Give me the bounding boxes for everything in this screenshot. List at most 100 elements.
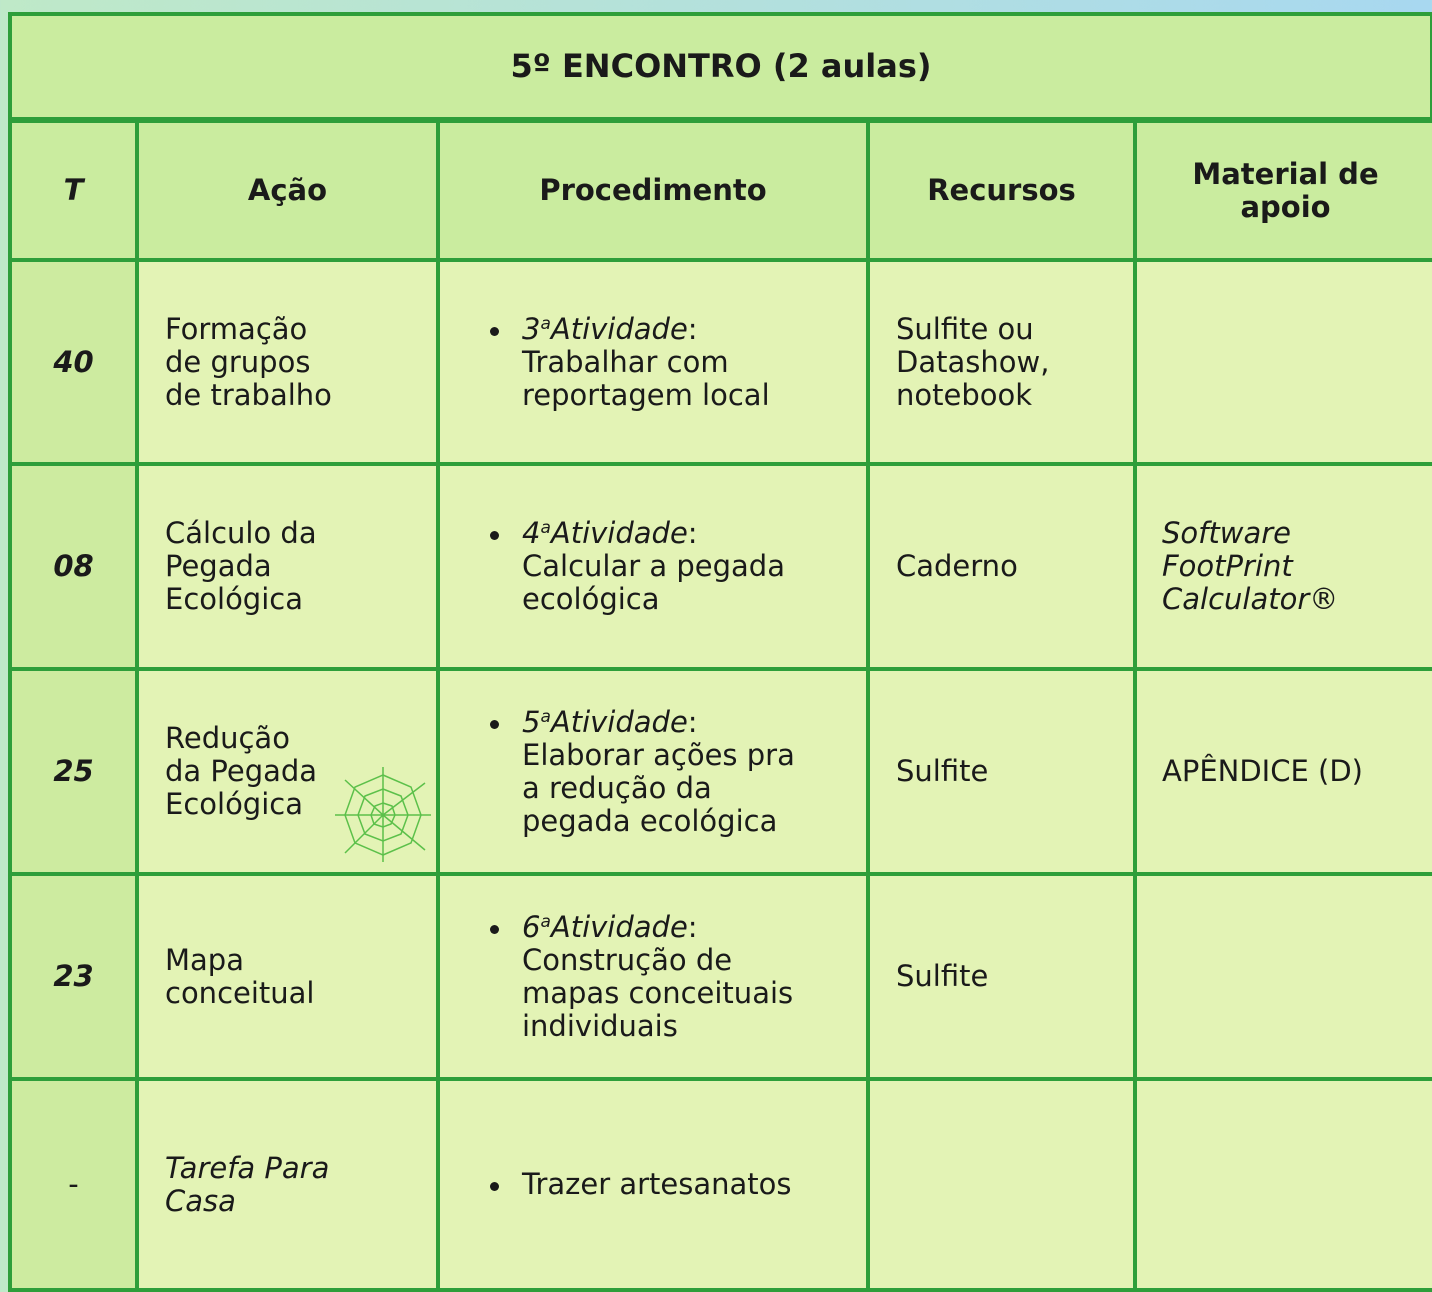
cell-line: Construção de: [522, 942, 733, 977]
cell-line: a redução da: [522, 770, 712, 805]
activity-suffix: a: [540, 706, 551, 727]
activity-heading: 5aAtividade:: [522, 704, 866, 739]
cell-line: Sulfite: [896, 959, 989, 993]
cell-line: Software: [1162, 516, 1291, 550]
acao-cell: Redução da Pegada Ecológica: [135, 667, 440, 876]
activity-colon: :: [687, 909, 698, 944]
t-cell: 08: [8, 462, 139, 671]
recursos-cell: [866, 1077, 1137, 1292]
t-cell: 23: [8, 872, 139, 1081]
activity-colon: :: [687, 516, 698, 550]
activity-label: Atividade: [550, 516, 688, 550]
header-cell: Procedimento: [436, 119, 870, 262]
activity-heading: 6aAtividade:: [522, 909, 866, 944]
cell-line: da Pegada: [165, 754, 318, 788]
cell-line: Ecológica: [165, 582, 303, 616]
cell-line: FootPrint: [1162, 549, 1293, 583]
cell-line: individuais: [522, 1008, 678, 1043]
cell-line: conceitual: [165, 975, 315, 1010]
bullet-item: 3aAtividade: Trabalhar com reportagem loca…: [490, 311, 866, 412]
t-cell: 25: [8, 667, 139, 876]
cell-line: Redução: [165, 721, 290, 755]
cell-line: de grupos: [165, 344, 311, 379]
t-cell: 40: [8, 258, 139, 466]
cell-line: Calculator®: [1162, 582, 1339, 616]
cell-line: Casa: [165, 1183, 236, 1218]
cell-line: Sulfite ou: [896, 311, 1034, 346]
t-cell: -: [8, 1077, 139, 1292]
header-text: T: [63, 173, 84, 207]
t-value: 40: [53, 344, 94, 379]
cell-line: Trazer artesanatos: [522, 1167, 792, 1201]
material-cell: [1133, 1077, 1432, 1292]
activity-label: Atividade: [550, 909, 688, 944]
activity-suffix: a: [540, 911, 551, 932]
header-cell: Recursos: [866, 119, 1137, 262]
activity-ordinal: 6: [522, 909, 541, 944]
cell-line: ecológica: [522, 582, 660, 616]
header-text: Ação: [247, 173, 328, 207]
title-text: 5º ENCONTRO (2 aulas): [510, 47, 932, 85]
bullet-item: 5aAtividade: Elaborar ações pra a redução …: [490, 704, 866, 838]
procedimento-cell: 6aAtividade: Construção de mapas conceitua…: [436, 872, 870, 1081]
bullet-item: Trazer artesanatos: [490, 1168, 866, 1201]
activity-colon: :: [687, 311, 698, 346]
cell-line: pegada ecológica: [522, 803, 778, 838]
cell-line: Calcular a pegada: [522, 549, 785, 583]
cell-line: Sulfite: [896, 754, 989, 788]
header-cell: Ação: [135, 119, 440, 262]
cell-line: Caderno: [896, 549, 1018, 583]
material-cell: [1133, 872, 1432, 1081]
cell-line: Formação: [165, 311, 308, 346]
cell-line: Mapa: [165, 942, 244, 977]
activity-label: Atividade: [550, 311, 688, 346]
header-cell: T: [8, 119, 139, 262]
recursos-cell: Sulfite: [866, 872, 1137, 1081]
cell-line: Trabalhar com: [522, 344, 729, 379]
acao-cell: Formação de grupos de trabalho: [135, 258, 440, 466]
activity-suffix: a: [540, 518, 551, 538]
activity-ordinal: 3: [522, 311, 541, 346]
activity-suffix: a: [540, 313, 551, 334]
procedimento-cell: Trazer artesanatos: [436, 1077, 870, 1292]
bullet-item: 4aAtividade: Calcular a pegada ecológica: [490, 517, 866, 616]
cell-line: Pegada: [165, 549, 272, 583]
header-text: Recursos: [927, 173, 1076, 207]
t-value: 08: [53, 549, 94, 583]
t-value: 25: [53, 754, 94, 788]
recursos-cell: Caderno: [866, 462, 1137, 671]
material-cell: APÊNDICE (D): [1133, 667, 1432, 876]
material-cell: [1133, 258, 1432, 466]
header-cell: Material de apoio: [1133, 119, 1432, 262]
cell-line: Datashow,: [896, 344, 1050, 379]
material-cell: Software FootPrint Calculator®: [1133, 462, 1432, 671]
cell-line: Tarefa Para: [165, 1150, 330, 1185]
header-text: Procedimento: [539, 173, 767, 207]
procedimento-cell: 3aAtividade: Trabalhar com reportagem loca…: [436, 258, 870, 466]
cell-line: APÊNDICE (D): [1162, 754, 1363, 788]
acao-cell: Mapa conceitual: [135, 872, 440, 1081]
cell-line: mapas conceituais: [522, 975, 794, 1010]
bullet-item: 6aAtividade: Construção de mapas conceitua…: [490, 909, 866, 1043]
activity-ordinal: 4: [522, 516, 541, 550]
t-value: 23: [53, 959, 94, 993]
t-value: -: [68, 1167, 79, 1201]
cell-line: Ecológica: [165, 787, 303, 821]
acao-cell: Tarefa Para Casa: [135, 1077, 440, 1292]
activity-heading: 3aAtividade:: [522, 311, 866, 346]
activity-ordinal: 5: [522, 704, 541, 739]
cell-line: notebook: [896, 377, 1033, 412]
activity-colon: :: [687, 704, 698, 739]
activity-heading: 4aAtividade:: [522, 517, 866, 550]
table-title: 5º ENCONTRO (2 aulas): [8, 12, 1432, 121]
cell-line: reportagem local: [522, 377, 770, 412]
table: 5º ENCONTRO (2 aulas) T Ação Procedimento R…: [8, 12, 1432, 1292]
cell-line: Elaborar ações pra: [522, 737, 795, 772]
activity-label: Atividade: [550, 704, 688, 739]
header-text: Material de apoio: [1192, 156, 1379, 224]
cell-line: de trabalho: [165, 377, 332, 412]
acao-cell: Cálculo da Pegada Ecológica: [135, 462, 440, 671]
cell-line: Cálculo da: [165, 516, 317, 550]
recursos-cell: Sulfite: [866, 667, 1137, 876]
